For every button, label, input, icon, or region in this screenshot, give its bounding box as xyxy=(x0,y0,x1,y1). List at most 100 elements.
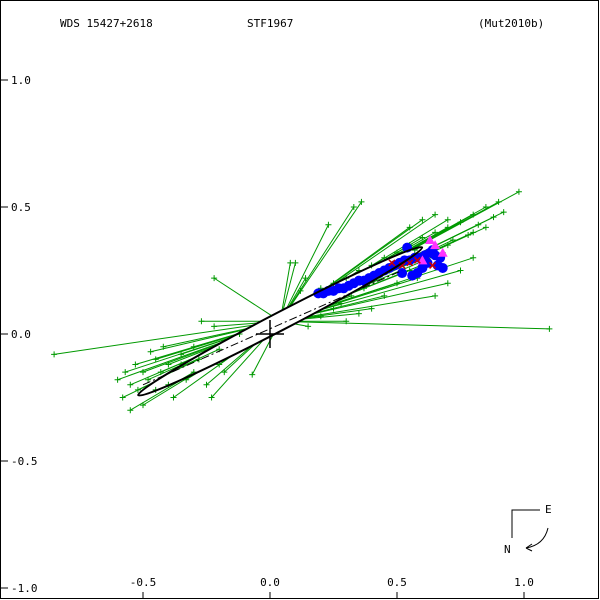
observation-plus-point xyxy=(482,204,489,210)
primary-star-cross xyxy=(256,320,284,348)
y-tick-label: 0.0 xyxy=(11,328,31,341)
residual-line xyxy=(214,322,258,327)
residual-line xyxy=(306,308,372,319)
observation-plus-point xyxy=(419,234,426,241)
observation-plus-point xyxy=(465,231,472,238)
observation-triangle-point xyxy=(430,240,441,250)
observation-plus-point xyxy=(170,394,177,401)
observation-plus-point xyxy=(482,224,489,231)
x-tick-label: -0.5 xyxy=(130,576,157,589)
observation-plus-point xyxy=(178,351,185,358)
x-tick-label: 1.0 xyxy=(514,576,534,589)
observation-plus-point xyxy=(132,361,139,368)
x-tick-label: 0.5 xyxy=(387,576,407,589)
observation-plus-point xyxy=(211,275,218,282)
observation-xcross-point xyxy=(413,256,421,264)
residual-line xyxy=(54,324,254,355)
residual-line xyxy=(223,343,256,373)
observation-plus-point xyxy=(419,216,426,223)
residual-line xyxy=(125,336,232,373)
observation-plus-point xyxy=(406,224,413,231)
residual-line xyxy=(328,219,423,288)
residual-line xyxy=(334,214,436,285)
residual-line xyxy=(163,327,248,348)
observation-plus-point xyxy=(350,204,357,210)
residual-line xyxy=(142,343,220,373)
residual-line xyxy=(282,262,296,310)
header-wds: WDS 15427+2618 xyxy=(60,17,153,30)
x-tick-label: 0.0 xyxy=(260,576,280,589)
observation-plus-point xyxy=(145,376,152,383)
observation-plus-point xyxy=(470,254,477,261)
observation-plus-point xyxy=(195,356,202,363)
axis-ticks: -0.5 0.0 0.5 1.0 1.0 0.5 0.0 -0.5 -1.0 xyxy=(1,74,534,599)
observation-plus-point xyxy=(444,224,451,231)
line-of-nodes xyxy=(142,270,403,386)
residual-line xyxy=(326,277,418,308)
observation-plus-point xyxy=(546,325,553,332)
observation-plus-point xyxy=(432,229,439,236)
residual-line xyxy=(288,277,306,308)
observation-plus-point xyxy=(51,351,58,358)
observation-plus-point xyxy=(475,221,482,228)
header-name: STF1967 xyxy=(247,17,293,30)
observation-plus-point xyxy=(330,305,337,312)
observation-plus-point xyxy=(249,371,256,378)
observation-plus-point xyxy=(198,318,205,325)
observation-plus-point xyxy=(114,376,121,383)
residual-line xyxy=(329,257,474,306)
observation-plus-point xyxy=(208,394,215,401)
residual-line xyxy=(211,339,264,398)
observation-xcross-point xyxy=(388,259,396,267)
orbit-ellipse xyxy=(137,245,424,397)
observation-plus-point xyxy=(147,348,154,355)
observation-plus-point xyxy=(134,386,141,393)
observation-plus-point xyxy=(343,318,350,325)
observation-triangle-point xyxy=(425,235,436,245)
compass-north-label: N xyxy=(504,543,511,556)
observation-plus-point xyxy=(317,313,324,320)
observation-plus-point xyxy=(432,211,439,218)
y-tick-label: -1.0 xyxy=(11,582,38,595)
residual-line xyxy=(286,224,329,309)
observation-plus-point xyxy=(449,237,456,244)
observation-circle-point xyxy=(437,262,448,273)
observation-plus-point xyxy=(122,369,129,376)
observation-plus-point xyxy=(160,343,167,350)
observation-plus-point xyxy=(515,188,522,195)
residual-line xyxy=(206,345,252,386)
observation-plus-point xyxy=(140,402,146,409)
observation-plus-point xyxy=(325,221,332,228)
observation-xcross-point xyxy=(406,259,414,267)
observation-circle-point xyxy=(397,268,408,279)
observation-plus-point xyxy=(297,287,304,294)
observation-plus-point xyxy=(490,214,497,221)
residual-line xyxy=(303,313,359,320)
observation-plus-point xyxy=(444,280,451,287)
observation-plus-point xyxy=(127,407,134,414)
compass-lines xyxy=(511,509,540,538)
residual-line xyxy=(135,333,237,365)
observation-plus-point xyxy=(287,259,294,266)
residual-line xyxy=(289,290,301,307)
observation-triangle-point xyxy=(437,247,448,257)
y-tick-label: 1.0 xyxy=(11,74,31,87)
observation-plus-point xyxy=(495,198,502,205)
header-ref: (Mut2010b) xyxy=(478,17,544,30)
observation-plus-point xyxy=(127,381,134,388)
residual-line xyxy=(130,378,183,411)
y-tick-label: 0.5 xyxy=(11,201,31,214)
residual-line xyxy=(290,201,362,307)
observation-plus-point xyxy=(500,209,507,216)
observation-circle-point xyxy=(407,270,418,281)
residual-line xyxy=(325,226,410,289)
residual-line xyxy=(117,341,223,381)
observation-plus-point xyxy=(444,242,451,249)
residual-line xyxy=(281,262,291,311)
orbit-layer xyxy=(137,245,424,397)
residual-line xyxy=(150,328,246,353)
observation-plus-point xyxy=(338,300,345,307)
observation-plus-point xyxy=(444,216,451,223)
observation-plus-point xyxy=(394,280,400,287)
